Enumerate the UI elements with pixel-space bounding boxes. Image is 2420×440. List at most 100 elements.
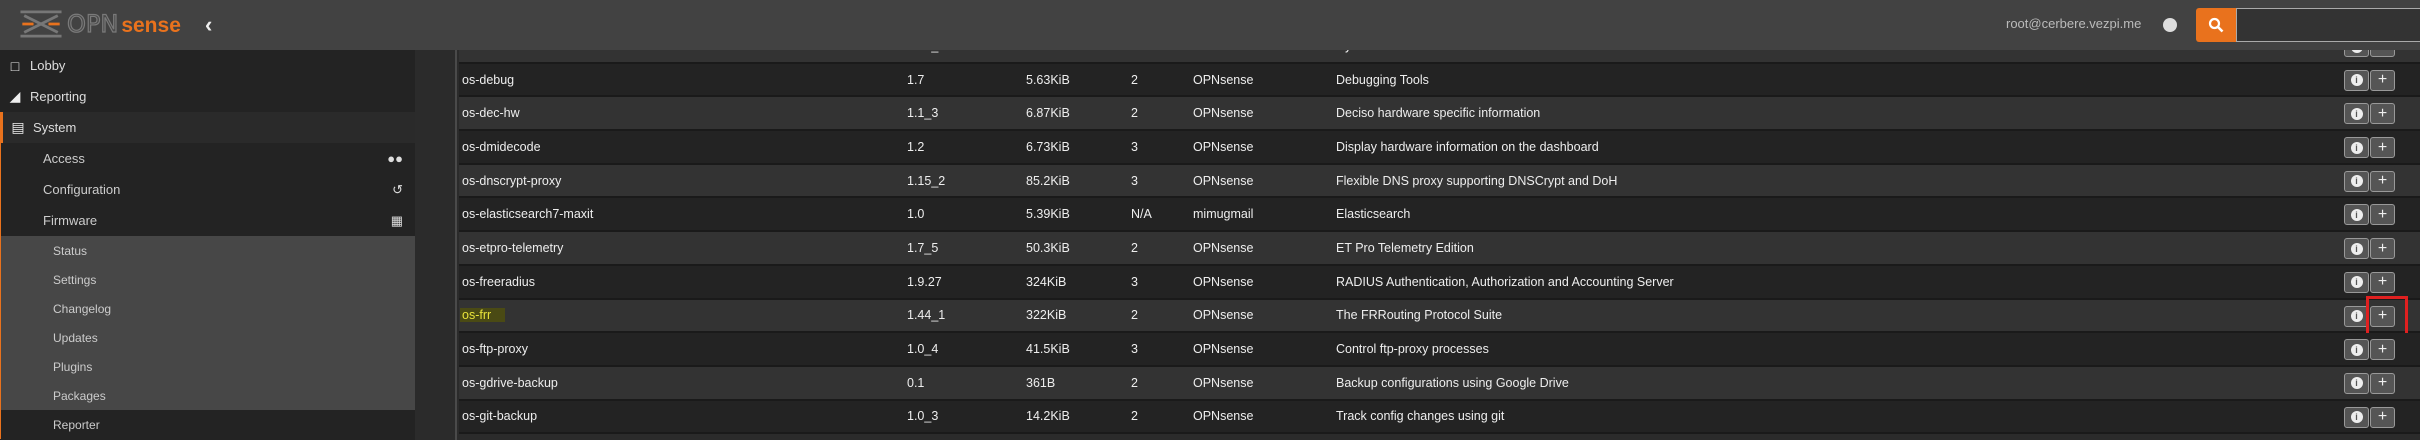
sidebar-item-changelog[interactable]: Changelog bbox=[0, 294, 415, 323]
install-button[interactable]: + bbox=[2370, 406, 2395, 428]
sidebar-item-lobby[interactable]: □ Lobby bbox=[0, 50, 415, 81]
cell-name: os-elasticsearch7-maxit bbox=[462, 207, 594, 222]
cell-repo: OPNsense bbox=[1193, 240, 1254, 255]
info-icon: i bbox=[2350, 107, 2363, 120]
cell-name: os-ftp-proxy bbox=[462, 342, 528, 357]
cell-name: os-etpro-telemetry bbox=[462, 240, 564, 255]
cell-tier: 3 bbox=[1131, 173, 1138, 188]
cell-size: 361B bbox=[1026, 375, 1056, 390]
install-button[interactable]: + bbox=[2366, 295, 2408, 340]
cell-size: 6.87KiB bbox=[1026, 106, 1070, 121]
table-row: os-ftp-proxy 1.0_4 41.5KiB 3 OPNsense Control… bbox=[459, 333, 2420, 367]
cell-version: 1.44_1 bbox=[907, 308, 946, 323]
info-icon: i bbox=[2350, 310, 2363, 322]
info-button[interactable]: i bbox=[2344, 204, 2369, 226]
install-button[interactable]: + bbox=[2370, 103, 2395, 125]
row-actions: i+ bbox=[2344, 170, 2396, 192]
sidebar-item-access[interactable]: Access ●● bbox=[0, 143, 415, 174]
search-input[interactable] bbox=[2236, 8, 2420, 42]
sidebar-item-updates[interactable]: Updates bbox=[0, 323, 415, 352]
table-row: os-dmidecode 1.2 6.73KiB 3 OPNsense Display h… bbox=[459, 131, 2420, 165]
sidebar-item-reporter[interactable]: Reporter bbox=[0, 410, 415, 439]
cell-tier: N/A bbox=[1131, 207, 1152, 222]
info-button[interactable]: i bbox=[2344, 238, 2369, 260]
info-button[interactable]: i bbox=[2344, 372, 2369, 394]
sidebar-item-system[interactable]: ▤ System bbox=[0, 112, 415, 143]
sidebar-item-label: Configuration bbox=[43, 182, 121, 197]
cell-tier: 2 bbox=[1131, 409, 1138, 424]
cell-desc: ET Pro Telemetry Edition bbox=[1336, 240, 1474, 255]
row-actions: i+ bbox=[2344, 372, 2396, 394]
cell-size: 324KiB bbox=[1026, 274, 1067, 289]
cell-name: os-freeradius bbox=[462, 274, 535, 289]
cell-repo: OPNsense bbox=[1193, 308, 1254, 323]
info-icon: i bbox=[2350, 175, 2363, 188]
info-button[interactable]: i bbox=[2344, 103, 2369, 125]
plus-icon: + bbox=[2377, 273, 2388, 291]
table-row: os-gdrive-backup 0.1 361B 2 OPNsense Backup c… bbox=[459, 366, 2420, 401]
cell-desc: Track config changes using git bbox=[1336, 409, 1505, 424]
install-button[interactable]: + bbox=[2370, 238, 2395, 260]
info-button[interactable]: i bbox=[2344, 339, 2369, 361]
sidebar-item-plugins[interactable]: Plugins bbox=[0, 352, 415, 381]
cell-repo: OPNsense bbox=[1193, 173, 1254, 188]
sidebar-item-status[interactable]: Status bbox=[0, 236, 415, 265]
cell-version: 1.0_3 bbox=[907, 409, 939, 424]
user-label[interactable]: root@cerbere.vezpi.me bbox=[2006, 16, 2142, 31]
opnsense-logo[interactable]: OPN sense bbox=[18, 9, 181, 39]
cell-version: 0.1 bbox=[907, 375, 925, 390]
logo-mark-icon bbox=[20, 10, 62, 38]
info-button[interactable]: i bbox=[2344, 305, 2369, 327]
install-button[interactable]: + bbox=[2370, 271, 2395, 293]
table-row: os-freeradius 1.9.27 324KiB 3 OPNsense RADIUS… bbox=[459, 265, 2420, 300]
plus-icon: + bbox=[2377, 104, 2388, 122]
sidebar-item-firmware[interactable]: Firmware ▦ bbox=[0, 205, 415, 236]
sidebar-item-settings[interactable]: Settings bbox=[0, 265, 415, 294]
info-button[interactable]: i bbox=[2344, 69, 2369, 91]
info-button[interactable]: i bbox=[2344, 406, 2369, 428]
plus-icon: + bbox=[2377, 340, 2388, 358]
row-actions: i+ bbox=[2344, 103, 2396, 125]
sidebar-item-configuration[interactable]: Configuration ↺ bbox=[0, 174, 415, 205]
install-button[interactable]: + bbox=[2370, 69, 2395, 91]
install-button[interactable]: + bbox=[2370, 204, 2395, 226]
top-bar: OPN sense ‹ root@cerbere.vezpi.me bbox=[0, 0, 2420, 50]
install-button[interactable]: + bbox=[2370, 170, 2395, 192]
cell-version: 1.2 bbox=[907, 139, 925, 154]
info-icon: i bbox=[2350, 208, 2363, 221]
table-row: os-debug 1.7 5.63KiB 2 OPNsense Debugging Too… bbox=[459, 63, 2420, 98]
collapse-sidebar-button[interactable]: ‹ bbox=[205, 12, 213, 37]
info-icon: i bbox=[2350, 242, 2363, 255]
table-row: os-git-backup 1.0_3 14.2KiB 2 OPNsense Track … bbox=[459, 400, 2420, 435]
sidebar-item-reporting[interactable]: ◢ Reporting bbox=[0, 81, 415, 112]
table-row: os-dec-hw 1.1_3 6.87KiB 2 OPNsense Deciso har… bbox=[459, 97, 2420, 132]
plugins-table: os-ddclient1.27_1150KiB1OPNsenseDynamic … bbox=[459, 30, 2420, 435]
cell-size: 14.2KiB bbox=[1026, 409, 1070, 424]
sidebar-item-packages[interactable]: Packages bbox=[0, 381, 415, 410]
cell-repo: OPNsense bbox=[1193, 375, 1254, 390]
plus-icon: + bbox=[2377, 374, 2388, 392]
install-button[interactable]: + bbox=[2370, 372, 2395, 394]
plus-icon: + bbox=[2377, 307, 2388, 324]
info-icon: i bbox=[2350, 377, 2363, 390]
cell-tier: 3 bbox=[1131, 342, 1138, 357]
content-gutter bbox=[415, 50, 457, 440]
search-button[interactable] bbox=[2196, 8, 2236, 42]
info-button[interactable]: i bbox=[2344, 137, 2369, 159]
install-button[interactable]: + bbox=[2370, 339, 2395, 361]
sidebar: □ Lobby ◢ Reporting ▤ System Access ●● Confi… bbox=[0, 50, 415, 440]
cell-tier: 3 bbox=[1131, 139, 1138, 154]
row-actions: i+ bbox=[2344, 271, 2396, 293]
chart-area-icon: ◢ bbox=[9, 88, 21, 104]
row-actions: i+ bbox=[2344, 406, 2396, 428]
logo-text-sense: sense bbox=[121, 14, 181, 37]
cell-version: 1.1_3 bbox=[907, 106, 939, 121]
table-row: os-elasticsearch7-maxit 1.0 5.39KiB N/A mimu… bbox=[459, 198, 2420, 233]
cell-desc: Control ftp-proxy processes bbox=[1336, 342, 1489, 357]
info-button[interactable]: i bbox=[2344, 170, 2369, 192]
cell-size: 85.2KiB bbox=[1026, 173, 1070, 188]
cell-desc: Backup configurations using Google Drive bbox=[1336, 375, 1569, 390]
plus-icon: + bbox=[2377, 172, 2388, 190]
info-button[interactable]: i bbox=[2344, 271, 2369, 293]
install-button[interactable]: + bbox=[2370, 137, 2395, 159]
